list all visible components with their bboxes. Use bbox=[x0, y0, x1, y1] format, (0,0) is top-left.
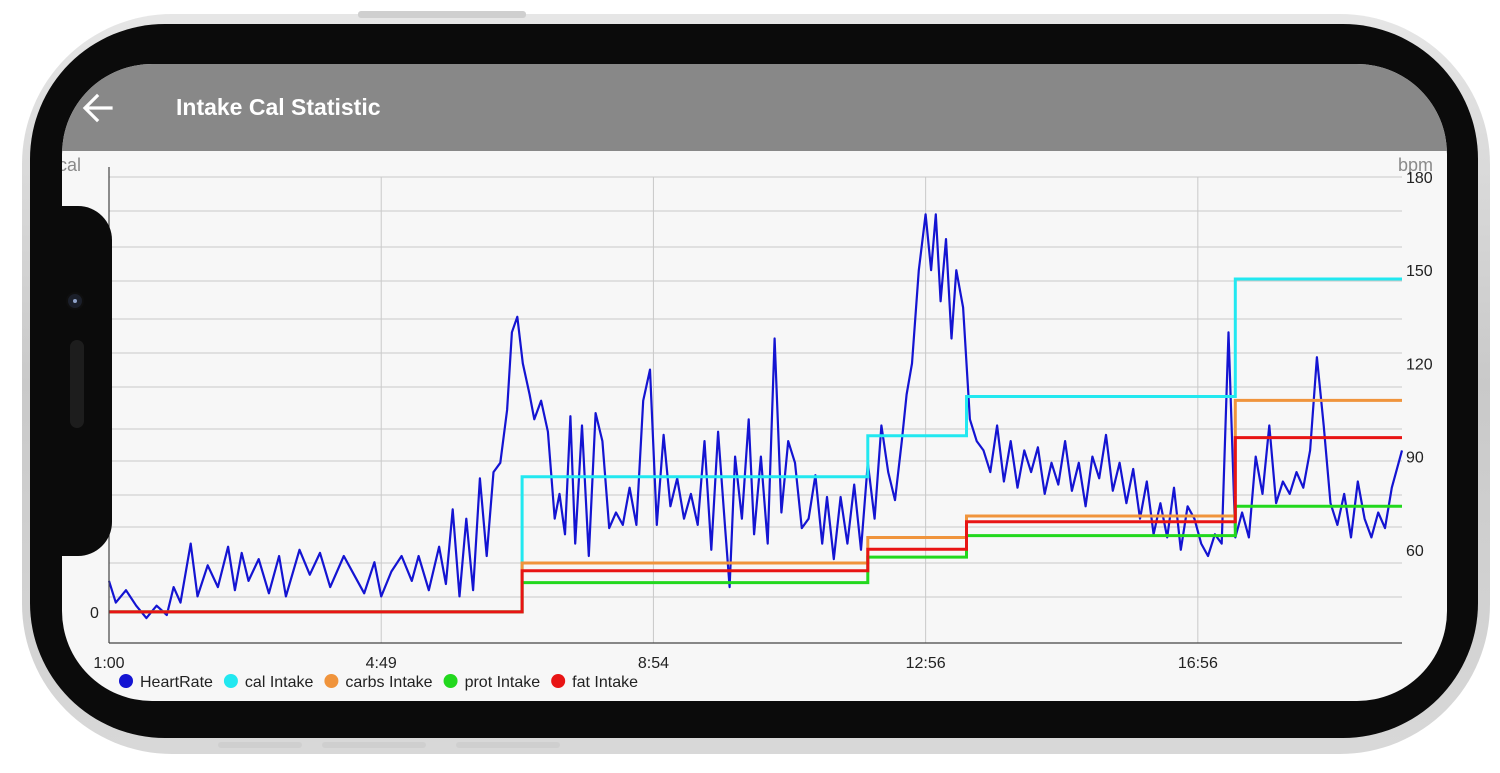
x-tick-label: 8:54 bbox=[638, 655, 669, 672]
series-line-fat-intake bbox=[109, 436, 1402, 614]
right-axis-label: bpm bbox=[1398, 155, 1433, 175]
tick-labels: cal bpm 0 60 90 120 150 180 1:00 4:49 8:54 12:56 16:… bbox=[62, 155, 1433, 672]
phone-speaker bbox=[70, 340, 84, 428]
phone-volume-button bbox=[218, 742, 302, 748]
front-camera bbox=[68, 294, 82, 308]
x-tick-label: 12:56 bbox=[906, 655, 946, 672]
back-button[interactable] bbox=[76, 86, 120, 130]
phone-screen: Intake Cal Statistic cal bpm 0 60 90 120 150 18… bbox=[62, 64, 1447, 701]
x-tick-label: 16:56 bbox=[1178, 655, 1218, 672]
right-tick-label: 60 bbox=[1406, 543, 1424, 560]
left-axis-label: cal bbox=[62, 155, 81, 175]
series-line-cal-intake bbox=[109, 277, 1402, 614]
x-tick-label: 1:00 bbox=[93, 655, 124, 672]
legend-label: fat Intake bbox=[572, 674, 638, 691]
right-tick-label: 90 bbox=[1406, 450, 1424, 467]
left-tick-label: 0 bbox=[90, 605, 99, 622]
page-title: Intake Cal Statistic bbox=[176, 94, 381, 120]
app-bar: Intake Cal Statistic bbox=[62, 64, 1447, 151]
legend-label: HeartRate bbox=[140, 674, 213, 691]
legend-marker bbox=[324, 674, 339, 688]
legend-label: carbs Intake bbox=[345, 674, 432, 691]
right-tick-label: 120 bbox=[1406, 356, 1433, 373]
phone-volume-button bbox=[322, 742, 426, 748]
arrow-left-icon bbox=[82, 93, 113, 123]
phone-side-button bbox=[358, 11, 526, 18]
phone-volume-button bbox=[456, 742, 560, 748]
legend-marker bbox=[551, 674, 566, 688]
chart-series bbox=[107, 213, 1404, 620]
legend-label: cal Intake bbox=[245, 674, 314, 691]
series-line-heartrate bbox=[107, 213, 1404, 620]
legend-marker bbox=[443, 674, 458, 688]
intake-chart: cal bpm 0 60 90 120 150 180 1:00 4:49 8:54 12:56 16:… bbox=[62, 155, 1433, 691]
legend-marker bbox=[119, 674, 133, 688]
legend-label: prot Intake bbox=[465, 674, 541, 691]
chart-legend: HeartRate cal Intake carbs Intake prot Inta… bbox=[119, 674, 638, 691]
x-tick-label: 4:49 bbox=[366, 655, 397, 672]
right-tick-label: 150 bbox=[1406, 263, 1433, 280]
right-tick-label: 180 bbox=[1406, 170, 1433, 187]
legend-marker bbox=[223, 674, 238, 688]
horizontal-gridlines bbox=[109, 176, 1402, 644]
